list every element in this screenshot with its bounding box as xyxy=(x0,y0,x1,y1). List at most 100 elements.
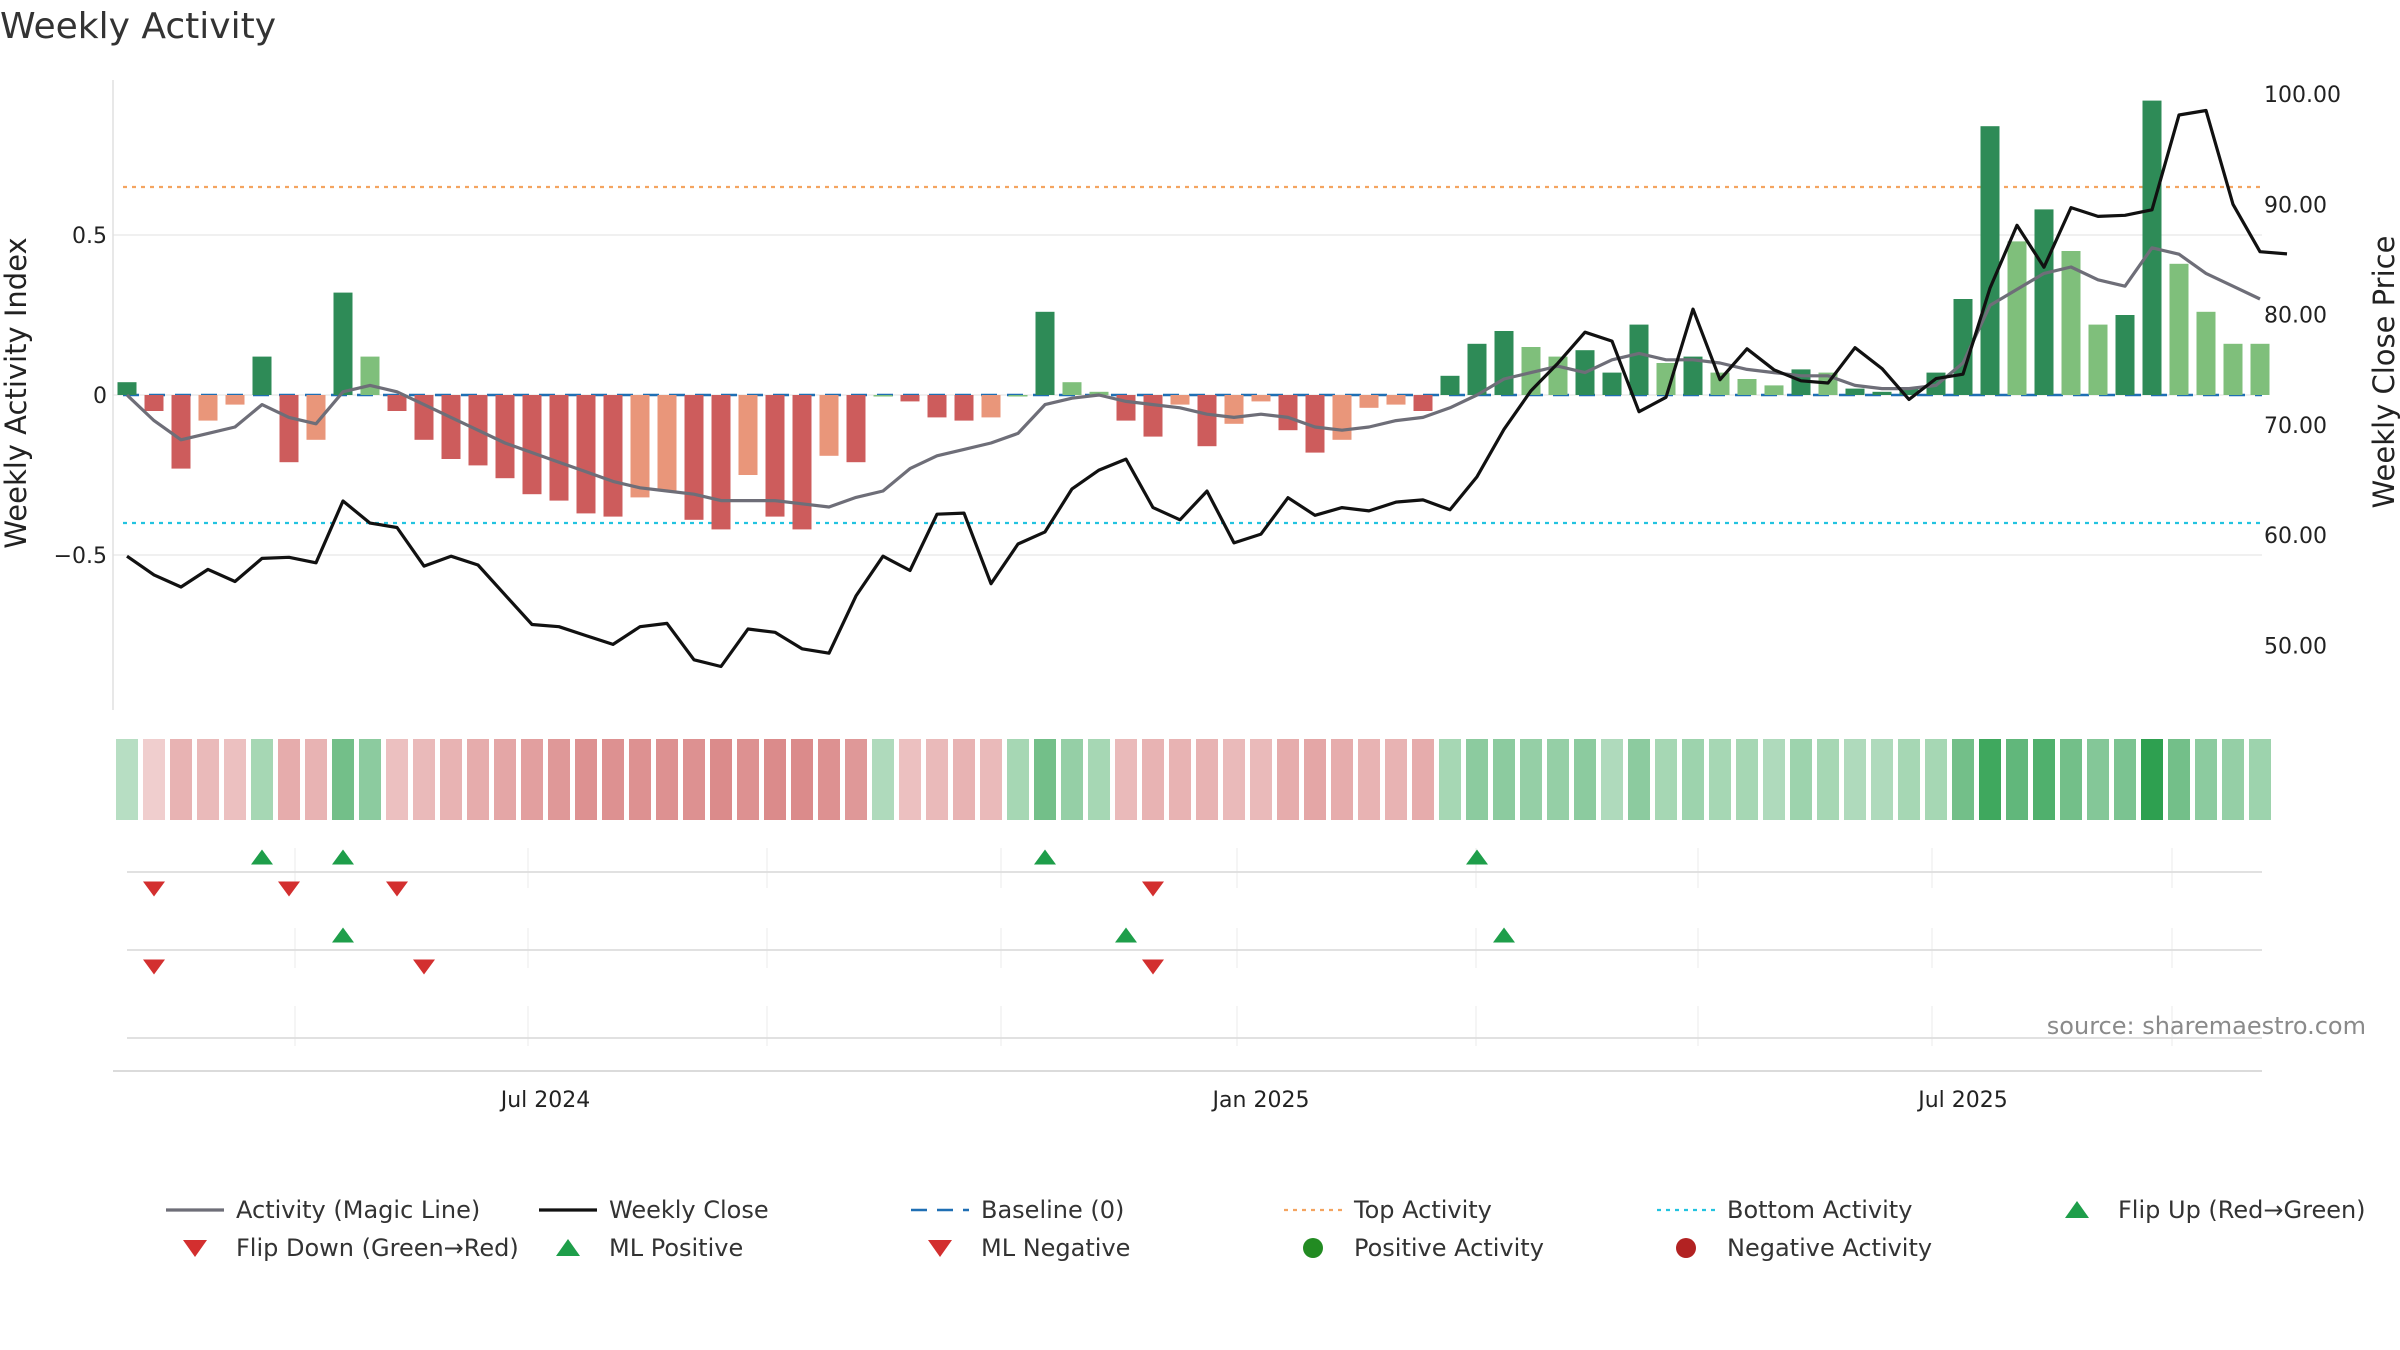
heat-cell xyxy=(1007,739,1029,820)
heat-cell xyxy=(683,739,705,820)
heat-cell xyxy=(1628,739,1650,820)
legend-label: Negative Activity xyxy=(1727,1234,1932,1262)
activity-bar xyxy=(144,395,164,411)
heat-cell xyxy=(440,739,462,820)
activity-bar xyxy=(279,395,299,463)
heat-cell xyxy=(1952,739,1974,820)
activity-bar xyxy=(657,395,677,491)
activity-bar xyxy=(1710,372,1730,395)
activity-bar xyxy=(1872,391,1892,395)
heat-cell xyxy=(1736,739,1758,820)
activity-bar xyxy=(1737,379,1757,395)
legend: Activity (Magic Line) Weekly Close Baselin… xyxy=(166,1196,2366,1262)
activity-bar xyxy=(441,395,461,459)
reference-lines xyxy=(123,185,2262,525)
legend-label: Baseline (0) xyxy=(981,1196,1124,1224)
activity-bar xyxy=(1629,324,1649,395)
legend-label: Flip Up (Red→Green) xyxy=(2118,1196,2366,1224)
y-left-tick-label: 0.5 xyxy=(72,224,107,249)
heat-cell xyxy=(737,739,759,820)
heat-cell xyxy=(899,739,921,820)
heat-cell xyxy=(602,739,624,820)
ml-positive-marker xyxy=(1115,927,1137,943)
heat-cell xyxy=(359,739,381,820)
activity-bar xyxy=(2169,263,2189,395)
activity-bar xyxy=(1224,395,1244,424)
circle-icon xyxy=(1303,1238,1323,1258)
legend-label: Bottom Activity xyxy=(1727,1196,1912,1224)
heat-cell xyxy=(1412,739,1434,820)
heat-cell xyxy=(2195,739,2217,820)
legend-label: Flip Down (Green→Red) xyxy=(236,1234,519,1262)
activity-bar xyxy=(630,395,650,498)
heat-cell xyxy=(1358,739,1380,820)
heat-cell xyxy=(1520,739,1542,820)
activity-bar xyxy=(1413,395,1433,411)
activity-bar xyxy=(522,395,542,495)
activity-bar xyxy=(2088,324,2108,395)
activity-bar xyxy=(1089,391,1109,395)
activity-bar xyxy=(1683,356,1703,395)
flip-up-marker xyxy=(1466,849,1488,865)
x-tick-label: Jul 2024 xyxy=(499,1088,591,1113)
activity-bar xyxy=(1143,395,1163,437)
heat-cell xyxy=(1196,739,1218,820)
activity-bar xyxy=(1251,395,1271,402)
activity-bar xyxy=(873,395,893,397)
heat-cell xyxy=(1898,739,1920,820)
heat-cell xyxy=(845,739,867,820)
y-left-tick-label: 0 xyxy=(93,384,107,409)
legend-label: Positive Activity xyxy=(1354,1234,1544,1262)
signal-markers xyxy=(127,848,2262,1046)
activity-bar xyxy=(2034,209,2054,395)
y-right-tick-label: 60.00 xyxy=(2264,524,2327,549)
heat-cell xyxy=(764,739,786,820)
heat-cell xyxy=(224,739,246,820)
activity-bar xyxy=(2223,343,2243,395)
activity-bar xyxy=(1197,395,1217,447)
heat-cell xyxy=(197,739,219,820)
legend-label: Activity (Magic Line) xyxy=(236,1196,480,1224)
activity-bar xyxy=(2250,343,2270,395)
activity-bar xyxy=(765,395,785,517)
legend-label: ML Positive xyxy=(609,1234,743,1262)
ml-negative-marker xyxy=(1142,959,1164,975)
heat-cell xyxy=(1817,739,1839,820)
heat-cell xyxy=(926,739,948,820)
heat-cell xyxy=(116,739,138,820)
heat-cell xyxy=(1466,739,1488,820)
heat-cell xyxy=(2168,739,2190,820)
chart-title: Weekly Activity xyxy=(0,6,276,47)
activity-bar xyxy=(333,292,353,395)
heat-cell xyxy=(2060,739,2082,820)
heat-cell xyxy=(251,739,273,820)
heat-cell xyxy=(143,739,165,820)
activity-bar xyxy=(1764,385,1784,395)
y-left-axis-label: Weekly Activity Index xyxy=(0,237,33,548)
flip-up-marker xyxy=(332,849,354,865)
heat-cell xyxy=(1979,739,2001,820)
activity-bar xyxy=(1845,388,1865,395)
ml-negative-marker xyxy=(413,959,435,975)
heat-cell xyxy=(629,739,651,820)
ml-positive-marker xyxy=(332,927,354,943)
activity-heat-strip xyxy=(116,739,2271,820)
activity-bar xyxy=(2196,311,2216,395)
heat-cell xyxy=(2033,739,2055,820)
activity-bar xyxy=(2061,251,2081,395)
heat-cell xyxy=(1844,739,1866,820)
heat-cell xyxy=(1439,739,1461,820)
heat-cell xyxy=(1763,739,1785,820)
activity-bar xyxy=(900,395,920,402)
heat-cell xyxy=(1385,739,1407,820)
activity-bar xyxy=(2115,315,2135,395)
heat-cell xyxy=(278,739,300,820)
heat-cell xyxy=(818,739,840,820)
activity-bar xyxy=(1386,395,1406,405)
heat-cell xyxy=(1871,739,1893,820)
heat-cell xyxy=(1304,739,1326,820)
heat-cell xyxy=(2249,739,2271,820)
heat-cell xyxy=(2222,739,2244,820)
weekly-close-series xyxy=(126,108,2288,669)
